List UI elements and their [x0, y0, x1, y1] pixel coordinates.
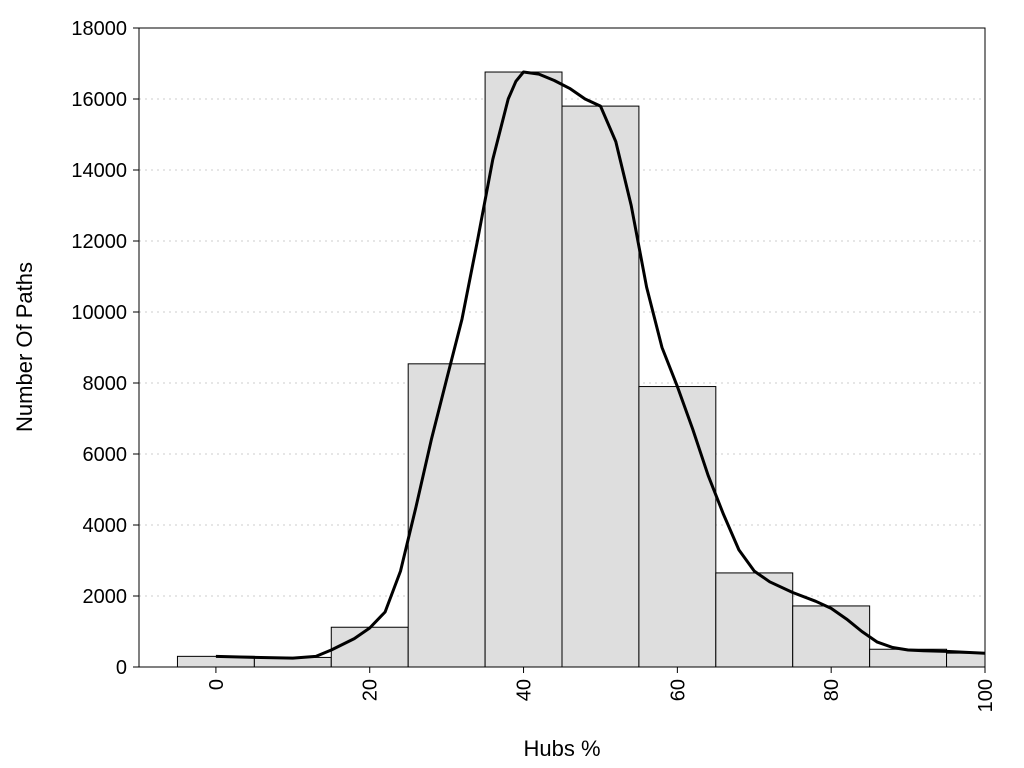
- density-curve-layer: [215, 70, 986, 660]
- x-tick-label: 80: [821, 679, 843, 701]
- histogram-bar: [407, 363, 486, 668]
- y-tick-label: 4000: [83, 515, 128, 537]
- y-axis-title: Number Of Paths: [12, 262, 37, 432]
- x-tick-label: 0: [206, 679, 228, 690]
- histogram-bar: [792, 605, 871, 668]
- x-axis-title: Hubs %: [523, 736, 600, 761]
- x-tick-label: 100: [975, 679, 997, 712]
- y-tick-label: 14000: [71, 160, 127, 182]
- y-tick-label: 16000: [71, 89, 127, 111]
- y-tick-label: 0: [116, 657, 127, 679]
- y-tick-label: 12000: [71, 231, 127, 253]
- histogram-bar: [638, 386, 717, 668]
- histogram-bar: [946, 652, 986, 668]
- y-tick-label: 8000: [83, 373, 128, 395]
- y-tick-label: 18000: [71, 18, 127, 40]
- histogram-bar: [484, 71, 563, 668]
- histogram-bars: [176, 71, 986, 668]
- y-tick-label: 6000: [83, 444, 128, 466]
- y-tick-label: 2000: [83, 586, 128, 608]
- y-axis-ticks: 0 2000 4000 6000 8000 10000 12000 14000 16000 180…: [71, 18, 139, 679]
- x-tick-label: 60: [667, 679, 689, 701]
- histogram-bar: [561, 105, 640, 668]
- density-curve: [215, 70, 986, 660]
- y-tick-label: 10000: [71, 302, 127, 324]
- histogram-bar: [330, 626, 409, 668]
- x-tick-label: 20: [360, 679, 382, 701]
- x-tick-label: 40: [514, 679, 536, 701]
- plot-frame: [138, 27, 986, 668]
- x-axis-ticks: 0 20 40 60 80 100: [206, 667, 997, 712]
